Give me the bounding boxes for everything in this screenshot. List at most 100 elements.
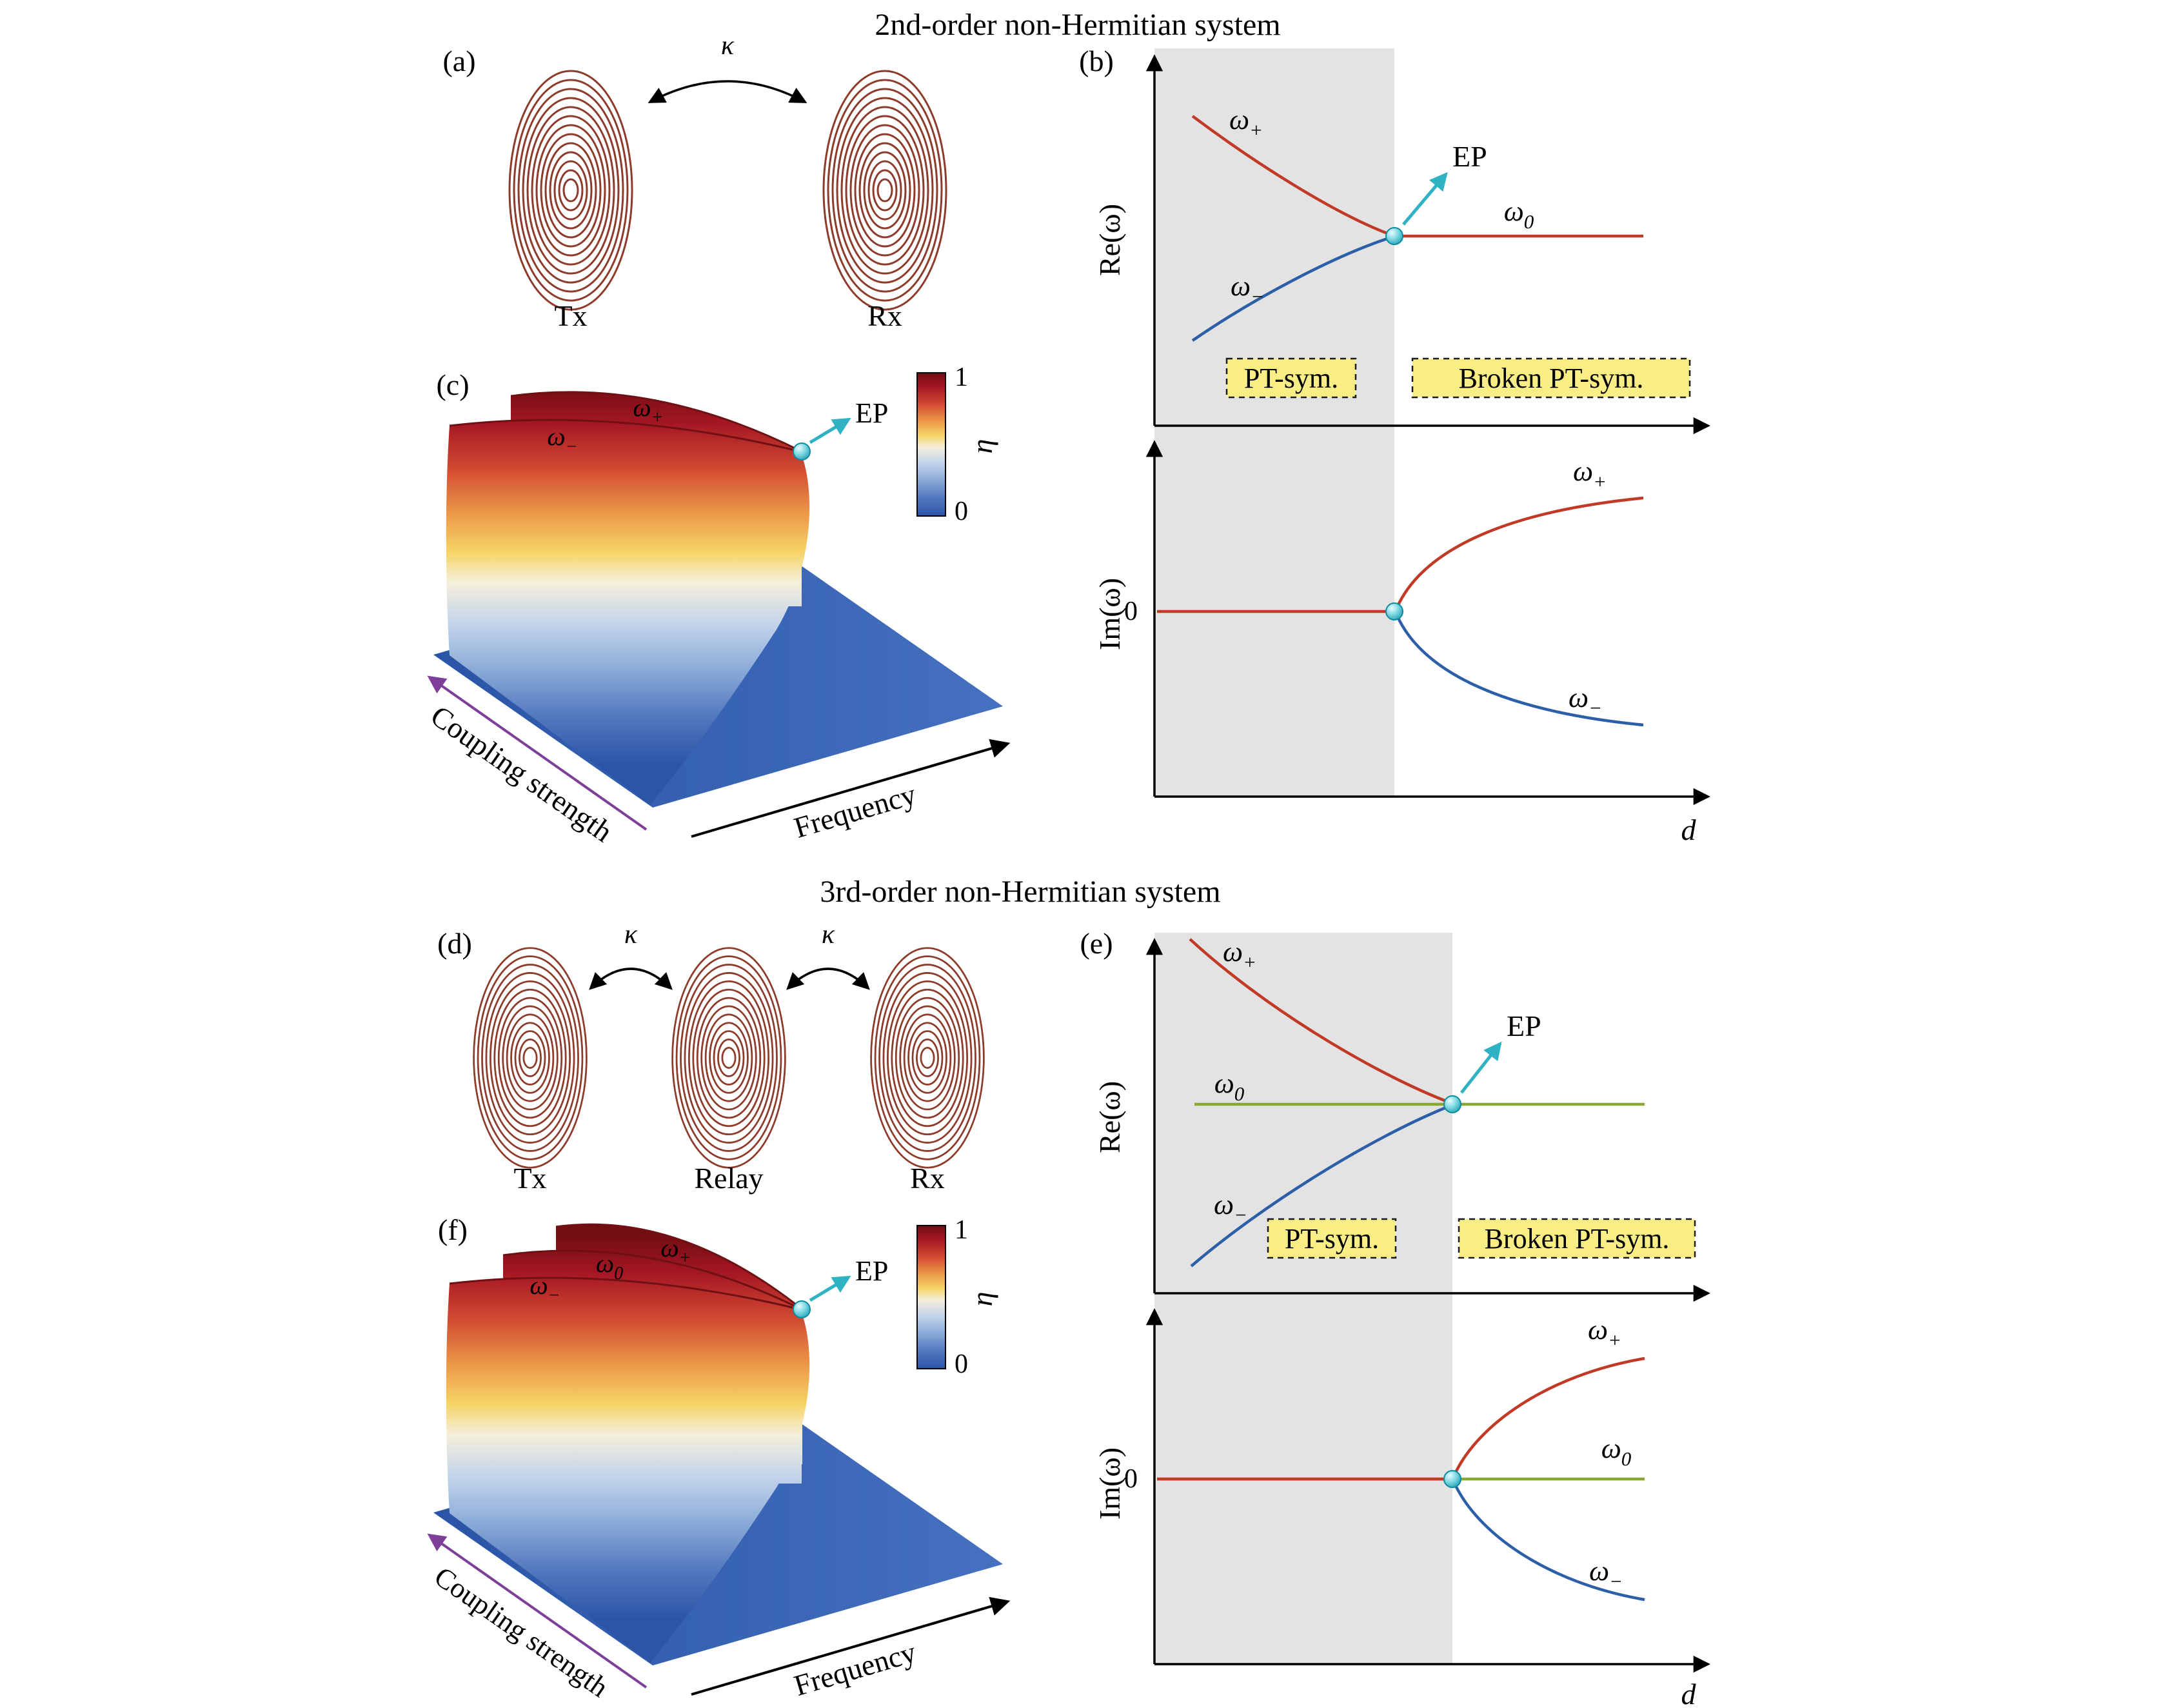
panel-a: (a) κ Tx Rx	[442, 31, 947, 332]
surface-omega-minus-label: ω−	[547, 422, 577, 457]
ridge-omega-minus	[446, 1278, 810, 1663]
ep-marker	[793, 442, 811, 461]
panel-e-label: (e)	[1080, 927, 1113, 960]
panel-b-label: (b)	[1079, 45, 1114, 77]
ridge-omega-plus-crest	[510, 391, 802, 453]
colorbar-max-tick: 1	[955, 362, 968, 392]
re-omega-minus-label: ω−	[1231, 270, 1264, 308]
re-omega-zero-label: ω0	[1504, 195, 1534, 233]
ep-marker	[1443, 1095, 1461, 1113]
im-axis-label: Im(ω)	[1093, 1447, 1126, 1520]
panel-c: (c) ω− ω+ EP Coupling strength Frequency…	[425, 362, 1011, 848]
coil-tx	[508, 70, 633, 311]
ep-label: EP	[1507, 1009, 1541, 1042]
ridge-omega-minus-crest	[449, 1276, 801, 1311]
figure-title-bottom: 3rd-order non-Hermitian system	[820, 875, 1220, 909]
d-axis-label: d	[1681, 1678, 1697, 1708]
colorbar-eta-label: η	[965, 439, 998, 454]
colorbar-max-tick: 1	[955, 1215, 968, 1245]
kappa-label: κ	[721, 31, 735, 61]
frequency-axis-arrow	[691, 739, 1011, 838]
colorbar	[916, 1225, 946, 1369]
im-zero-tick: 0	[1124, 1464, 1138, 1494]
colorbar-min-tick: 0	[955, 1349, 968, 1379]
surface-omega-zero-label: ω0	[596, 1249, 623, 1284]
re-omega-plus-curve	[1191, 115, 1392, 237]
panel-d-label: (d)	[437, 927, 472, 960]
im-omega-minus-label: ω−	[1569, 682, 1602, 719]
im-ep-marker	[1385, 602, 1403, 621]
coil-rx-label: Rx	[867, 299, 902, 332]
coil-rx-label: Rx	[910, 1162, 945, 1195]
colorbar-eta-label: η	[965, 1292, 998, 1307]
ridge-omega-plus-crest	[555, 1223, 803, 1311]
im-omega-plus-label: ω+	[1588, 1314, 1621, 1351]
pt-sym-text: PT-sym.	[1285, 1223, 1379, 1255]
coil-tx-label: Tx	[554, 299, 587, 332]
colorbar-min-tick: 0	[955, 497, 968, 526]
re-omega-zero-label: ω0	[1214, 1068, 1245, 1105]
re-omega-plus-label: ω+	[1229, 104, 1263, 141]
panel-e: (e) Re(ω) ω+ ω0 ω− PT-sym. Broken PT-sym…	[1080, 927, 1710, 1708]
coupling-strength-axis-arrow	[427, 675, 648, 831]
im-omega-minus-label: ω−	[1589, 1555, 1623, 1593]
im-ep-marker	[1443, 1470, 1461, 1488]
colorbar	[916, 372, 946, 517]
re-axis-label: Re(ω)	[1093, 204, 1126, 276]
ep-label: EP	[1452, 140, 1487, 173]
surface-omega-minus-label: ω−	[530, 1271, 560, 1306]
ep-annotation-arrow	[809, 417, 851, 444]
im-omega-plus-curve	[1452, 1356, 1645, 1476]
coupling-strength-axis-arrow	[427, 1533, 648, 1689]
broken-pt-sym-text: Broken PT-sym.	[1459, 362, 1644, 394]
re-axis-label: Re(ω)	[1093, 1081, 1126, 1153]
ridge-omega-minus-crest	[449, 419, 801, 453]
ridge-omega-zero-crest	[502, 1249, 802, 1311]
broken-pt-sym-box	[1411, 357, 1691, 399]
coil-relay	[671, 947, 786, 1169]
kappa-coupling-arrow	[648, 80, 807, 103]
d-axis-label: d	[1681, 813, 1697, 846]
coil-relay-label: Relay	[694, 1162, 763, 1195]
re-omega-plus-label: ω+	[1223, 936, 1256, 973]
im-omega-minus-curve	[1395, 615, 1644, 727]
ep-marker	[793, 1300, 811, 1318]
im-omega-minus-curve	[1452, 1482, 1645, 1602]
re-omega-minus-curve	[1191, 235, 1392, 342]
panel-d: (d) κ κ Tx Relay Rx	[437, 920, 985, 1195]
pt-symmetric-region	[1154, 933, 1452, 1664]
kappa-coupling-arrow-1	[589, 968, 673, 990]
im-omega-plus-label: ω+	[1573, 455, 1607, 493]
surface-omega-plus-label: ω+	[633, 393, 663, 428]
panel-a-label: (a)	[442, 45, 475, 77]
frequency-axis-arrow	[691, 1596, 1011, 1696]
im-omega-zero-label: ω0	[1601, 1433, 1632, 1470]
figure-title-top: 2nd-order non-Hermitian system	[875, 8, 1280, 42]
ep-label: EP	[855, 397, 888, 429]
kappa-coupling-arrow-2	[786, 968, 870, 990]
broken-pt-sym-box	[1458, 1218, 1696, 1259]
ridge-omega-minus	[446, 420, 810, 805]
coil-tx	[473, 947, 588, 1169]
broken-pt-sym-text: Broken PT-sym.	[1485, 1223, 1670, 1255]
re-omega-minus-curve	[1190, 1104, 1450, 1267]
ep-annotation-arrow	[1460, 1041, 1502, 1094]
coil-rx	[822, 70, 947, 311]
ep-annotation-arrow	[1402, 172, 1448, 226]
panel-b: (b) Re(ω) ω+ ω− ω0 PT-sym. Broken PT-sym…	[1079, 45, 1710, 846]
panel-f-label: (f)	[438, 1213, 468, 1246]
pt-sym-box	[1267, 1218, 1397, 1259]
kappa-label-1: κ	[624, 920, 638, 949]
im-zero-tick: 0	[1124, 597, 1138, 626]
coil-tx-label: Tx	[513, 1162, 546, 1195]
ep-label: EP	[855, 1255, 888, 1287]
kappa-label-2: κ	[822, 920, 835, 949]
pt-sym-text: PT-sym.	[1244, 362, 1338, 394]
im-omega-plus-curve	[1395, 496, 1644, 608]
panel-f: (f) ω− ω0 ω+ EP Coupling strength Freque…	[427, 1213, 1011, 1703]
panel-c-label: (c)	[436, 368, 469, 401]
surface-omega-plus-label: ω+	[660, 1233, 691, 1268]
coil-rx	[870, 947, 985, 1169]
